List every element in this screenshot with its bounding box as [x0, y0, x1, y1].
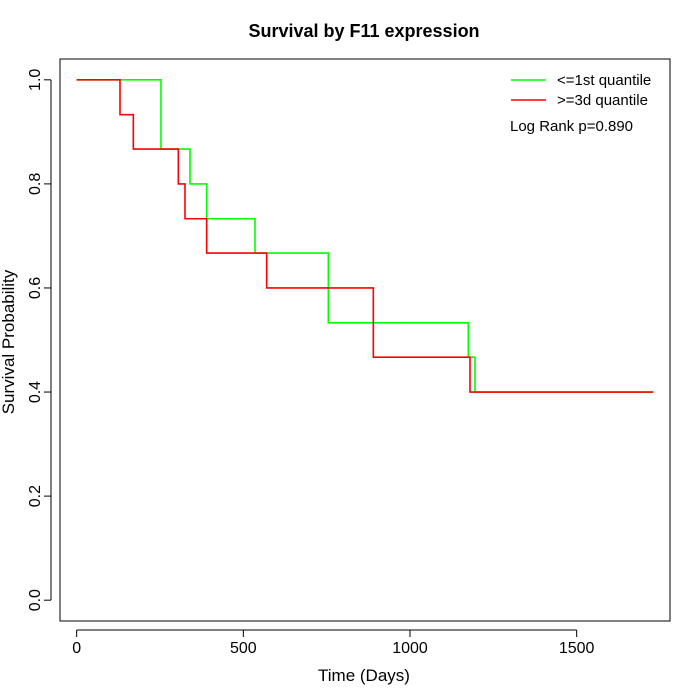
legend-label: <=1st quantile	[557, 72, 651, 89]
x-tick-label: 500	[230, 640, 257, 657]
series-layer	[76, 79, 654, 393]
legend-label: >=3d quantile	[557, 92, 648, 109]
legend: <=1st quantile >=3d quantile	[511, 72, 651, 109]
survival-curve-series-2	[76, 79, 654, 393]
y-tick-label: 0.2	[27, 485, 44, 507]
y-tick-label: 1.0	[27, 69, 44, 91]
x-tick-label: 0	[72, 640, 81, 657]
y-tick-label: 0.0	[27, 589, 44, 611]
chart-title: Survival by F11 expression	[248, 21, 479, 41]
log-rank-annotation: Log Rank p=0.890	[510, 118, 633, 135]
x-tick-label: 1500	[559, 640, 595, 657]
x-axis: 0 500 1000 1500	[72, 629, 595, 657]
y-axis: 0.0 0.2 0.4 0.6 0.8 1.0	[27, 69, 52, 611]
y-axis-label: Survival Probability	[0, 269, 18, 414]
x-axis-label: Time (Days)	[318, 666, 410, 685]
plot-frame	[59, 58, 671, 622]
y-tick-label: 0.6	[27, 277, 44, 299]
y-tick-label: 0.4	[27, 381, 44, 403]
y-tick-label: 0.8	[27, 173, 44, 195]
x-tick-label: 1000	[392, 640, 428, 657]
